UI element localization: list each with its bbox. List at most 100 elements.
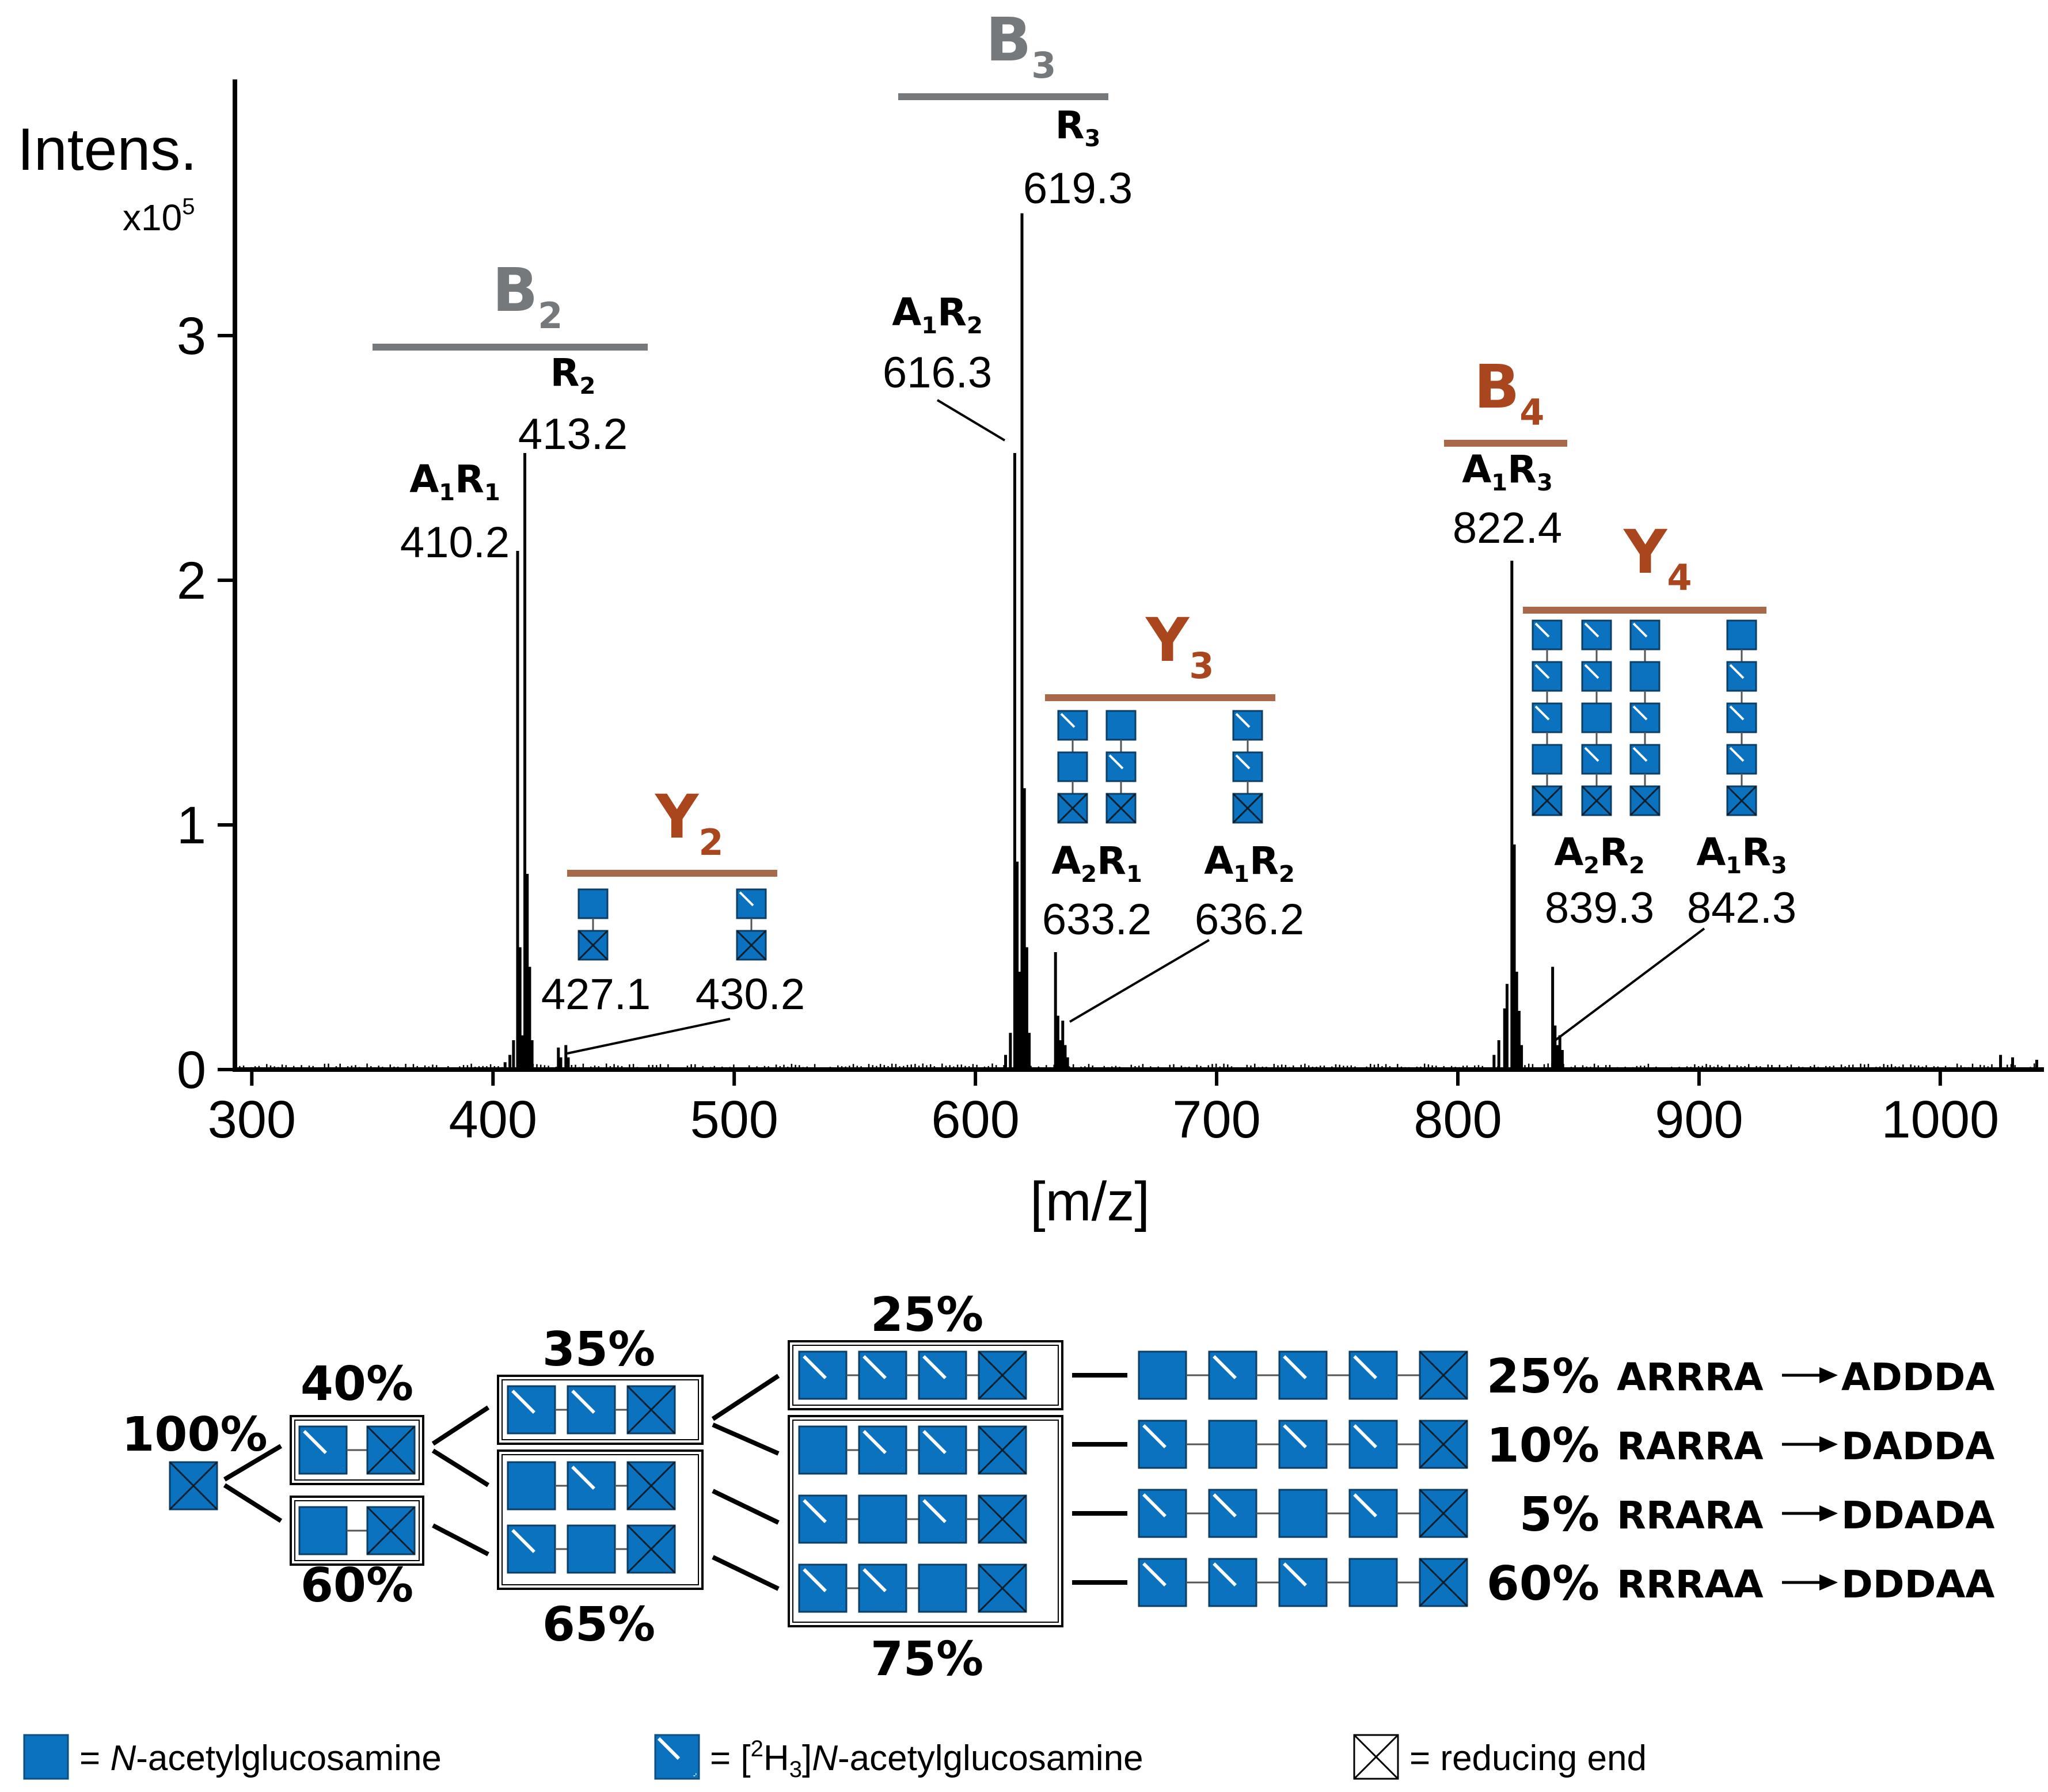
peak-label-839-ion: A2R2 bbox=[1554, 830, 1645, 879]
ion-label-b4-letter: B bbox=[1474, 352, 1519, 422]
reducing-end-icon bbox=[366, 1506, 416, 1555]
peak-label-616-value: 616.3 bbox=[883, 348, 992, 397]
ion-a-sub: 1 bbox=[1491, 470, 1507, 496]
ion-r-sub: 2 bbox=[967, 313, 983, 339]
deuterated-glcnac-icon bbox=[567, 1385, 616, 1435]
deuterated-glcnac-icon bbox=[1532, 702, 1563, 733]
reducing-end-icon bbox=[978, 1350, 1027, 1400]
tree-root-percent: 100% bbox=[121, 1407, 267, 1462]
tree-level3-percent-b: 65% bbox=[542, 1597, 655, 1652]
ion-r: R bbox=[550, 351, 580, 395]
ion-r-sub: 1 bbox=[1126, 861, 1142, 888]
y-axis-label: Intens. bbox=[17, 116, 197, 183]
ion-label-b3-sub: 3 bbox=[1031, 44, 1056, 86]
deuterated-glcnac-icon bbox=[858, 1350, 907, 1400]
ion-label-y2: Y2 bbox=[654, 782, 723, 863]
glcnac-icon bbox=[567, 1524, 616, 1574]
ion-r-sub: 2 bbox=[1629, 853, 1645, 879]
deuterated-glcnac-icon bbox=[1278, 1558, 1328, 1607]
legend: = N-acetylglucosamine = [2H3]N-acetylglu… bbox=[23, 1734, 1647, 1782]
x-axis-label: [m/z] bbox=[1030, 1171, 1150, 1232]
deuterated-glcnac-icon bbox=[507, 1524, 556, 1574]
y-axis-unit: x105 bbox=[123, 194, 195, 238]
reducing-end-icon bbox=[626, 1385, 676, 1435]
legend-deuterated-icon bbox=[654, 1734, 700, 1780]
ion-r: R bbox=[1055, 103, 1085, 147]
peak-label-842-value: 842.3 bbox=[1687, 884, 1796, 933]
deuterated-glcnac-icon bbox=[1232, 751, 1263, 782]
tree-connector bbox=[712, 1555, 780, 1591]
x-tick-label: 800 bbox=[1414, 1090, 1502, 1149]
ion-label-b4-sub: 4 bbox=[1519, 391, 1544, 433]
glcnac-icon bbox=[1581, 702, 1612, 733]
noise-trace bbox=[239, 1063, 2043, 1070]
reducing-end-icon bbox=[736, 930, 767, 961]
deuterated-glcnac-icon bbox=[798, 1350, 848, 1400]
final-from-sequence: RRRAA bbox=[1617, 1562, 1764, 1607]
x-ticks: 300 400 500 600 700 800 900 1000 bbox=[208, 1070, 1999, 1149]
deuterated-glcnac-icon bbox=[1581, 619, 1612, 650]
glcnac-icon bbox=[577, 888, 609, 919]
ion-label-y3-sub: 3 bbox=[1189, 645, 1214, 687]
tree-level4-percent-b: 75% bbox=[871, 1632, 983, 1687]
ion-a: A bbox=[409, 457, 439, 501]
ion-label-y2-sub: 2 bbox=[698, 821, 723, 863]
deuterated-glcnac-icon bbox=[1105, 751, 1137, 782]
group-box bbox=[788, 1340, 1063, 1410]
group-box bbox=[497, 1449, 704, 1590]
ion-r-sub: 2 bbox=[579, 373, 595, 400]
reducing-end-icon bbox=[626, 1524, 676, 1574]
y-tick-label: 1 bbox=[177, 796, 206, 855]
deuterated-glcnac-icon bbox=[1138, 1558, 1187, 1607]
reducing-end-icon bbox=[978, 1425, 1027, 1475]
ion-label-y3-letter: Y bbox=[1145, 605, 1190, 675]
deuterated-glcnac-icon bbox=[507, 1385, 556, 1435]
ion-groups: B2 Y2 B3 Y3 B4 Y4 bbox=[373, 5, 1766, 877]
legend-glcnac-text: = N-acetylglucosamine bbox=[79, 1738, 442, 1778]
deuterated-glcnac-icon bbox=[736, 888, 767, 919]
glcnac-icon bbox=[1348, 1558, 1398, 1607]
isotope-tree bbox=[169, 1340, 1468, 1627]
glcnac-icon bbox=[1057, 751, 1088, 782]
group-box bbox=[290, 1415, 424, 1485]
glcnac-icon bbox=[1105, 710, 1137, 741]
final-to-sequence: DDDAA bbox=[1841, 1562, 1995, 1607]
final-percent: 10% bbox=[1487, 1418, 1599, 1473]
final-from-sequence: RRARA bbox=[1617, 1493, 1764, 1538]
tree-connector bbox=[431, 1448, 490, 1487]
ion-r-sub: 3 bbox=[1771, 853, 1787, 879]
deuterated-glcnac-icon bbox=[1532, 661, 1563, 692]
y-ticks: 0 1 2 3 bbox=[177, 307, 235, 1099]
y-tick-label: 0 bbox=[177, 1041, 206, 1099]
ion-r: R bbox=[1599, 830, 1629, 874]
deuterated-glcnac-icon bbox=[1629, 744, 1661, 775]
reducing-end-icon bbox=[1629, 785, 1661, 816]
reducing-end-icon bbox=[169, 1461, 218, 1511]
leader-842 bbox=[1553, 927, 1705, 1042]
legend-italic: N bbox=[110, 1738, 136, 1778]
ion-label-b2-sub: 2 bbox=[538, 295, 563, 337]
peak-label-633-ion: A2R1 bbox=[1051, 839, 1142, 888]
arrow-head bbox=[1819, 1367, 1838, 1383]
deuterated-glcnac-icon bbox=[1348, 1420, 1398, 1469]
peak-label-633-value: 633.2 bbox=[1042, 895, 1152, 944]
deuterated-glcnac-icon bbox=[1057, 710, 1088, 741]
ion-a: A bbox=[1051, 839, 1081, 883]
reducing-end-icon bbox=[1419, 1489, 1468, 1538]
ion-r: R bbox=[1742, 830, 1771, 874]
spectrum bbox=[503, 213, 2038, 1070]
tree-connector bbox=[431, 1405, 490, 1446]
ion-r: R bbox=[1097, 839, 1126, 883]
legend-h: H bbox=[763, 1738, 789, 1778]
ion-r: R bbox=[1249, 839, 1279, 883]
tree-labels: 100% 40% 60% 35% 65% 25% 75% bbox=[121, 1288, 983, 1687]
final-to-sequence: DDADA bbox=[1841, 1493, 1995, 1538]
final-percent: 25% bbox=[1487, 1349, 1599, 1404]
group-box bbox=[788, 1415, 1063, 1627]
y-tick-label: 3 bbox=[177, 307, 206, 366]
deuterated-glcnac-icon bbox=[1208, 1350, 1257, 1400]
x-tick-label: 300 bbox=[208, 1090, 297, 1149]
group-box-inner bbox=[501, 1454, 699, 1585]
